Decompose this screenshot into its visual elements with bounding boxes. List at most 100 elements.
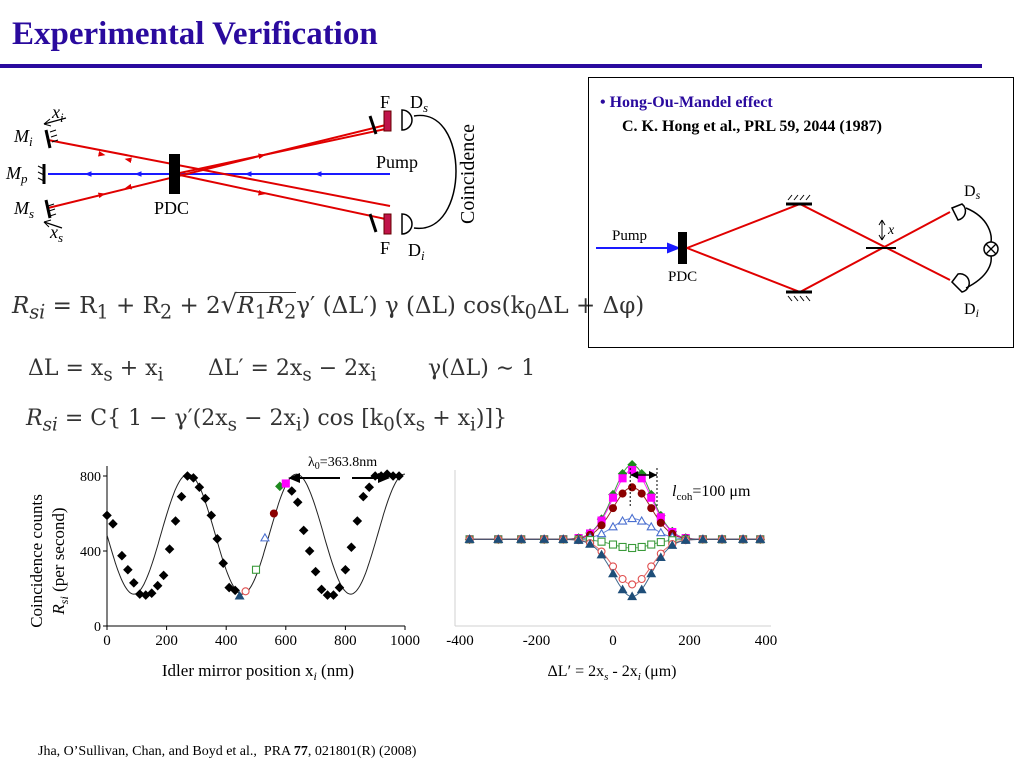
coincidence-wire [413,114,457,229]
data-point [558,534,569,543]
lambda-arrowhead-left [288,473,300,483]
data-point [717,534,727,543]
data-point [636,515,647,525]
slide-title: Experimental Verification [12,16,378,52]
data-point [755,534,766,543]
filter-bottom [383,213,392,235]
data-point [627,513,638,523]
data-point [618,574,627,584]
data-point [234,590,245,600]
data-point [608,521,618,531]
data-point [697,534,708,543]
svg-text:Ms: Ms [13,198,34,221]
data-point [292,497,303,508]
gamma-equation: γ(ΔL) ∼ 1 [428,356,536,381]
data-point [102,510,112,521]
data-point [346,542,357,553]
data-point [617,584,628,594]
x-tick-label: 1000 [390,633,420,649]
data-point [218,558,228,568]
data-point [637,489,646,498]
data-point [637,474,646,483]
data-point [608,493,618,502]
x-tick-label: 200 [678,633,701,649]
slit-top [368,115,378,135]
rsi-approx-equation: Rsi = C{ 1 − γ′(2xs − 2xi) cos [k0(xs + … [26,406,508,436]
pdc-label: PDC [154,198,189,218]
x-tick-label: 0 [103,633,111,649]
data-point [129,578,139,588]
data-point [596,549,607,559]
coherence-annotation: lcoh=100 μm [672,483,751,503]
data-point [108,519,118,529]
data-point [164,544,175,554]
rsi-full-equation: Rsi = R1 + R2 + 2√R1R2γ′ (ΔL′) γ (ΔL) co… [12,290,645,324]
data-point [364,482,375,493]
data-point [176,491,187,502]
data-point [188,473,199,483]
data-point [608,568,618,578]
x-tick-label: 200 [155,633,178,649]
detector-ds [401,109,413,131]
x-tick-label: 600 [275,633,298,649]
data-point [738,534,748,543]
svg-text:x: x [887,223,895,238]
title-underline [0,64,982,68]
data-point [617,515,628,525]
svg-text:F: F [380,238,390,258]
data-point [656,538,665,547]
svg-text:Mp: Mp [5,163,28,186]
mirror-mi [44,129,59,149]
data-point [680,535,691,544]
data-point [667,540,678,549]
hom-reference: C. K. Hong et al., PRL 59, 2044 (1987) [622,118,882,135]
data-point [516,534,527,543]
data-point [170,516,181,526]
data-point [637,574,646,584]
mirror-ms [44,199,57,219]
data-point [656,518,665,527]
data-point [394,471,404,481]
data-point [212,534,223,544]
x-tick-label: -400 [446,633,474,649]
setup-diagram: xi Mi Mp Ms xs PDC Pump F F Ds Di Coinci… [5,92,479,263]
svg-text:Di: Di [408,240,425,263]
mirror-mp [37,164,46,184]
data-point [647,493,656,502]
data-point [493,534,504,543]
data-point [269,509,278,518]
data-point [608,540,618,549]
x-tick-label: 0 [609,633,617,649]
wavelength-annotation: λ0=363.8nm [308,455,377,472]
data-point [251,565,261,574]
y-tick-label: 0 [94,620,101,635]
data-point [316,584,327,595]
data-point [618,474,627,483]
data-point [328,590,339,600]
data-point [628,483,637,492]
hom-title: • Hong-Ou-Mandel effect [600,94,773,111]
data-point [259,532,270,542]
data-point [286,486,297,496]
data-point [298,525,309,536]
x-tick-label: -200 [523,633,551,649]
filter-top [383,110,392,132]
data-point [206,510,217,521]
svg-text:xi: xi [51,102,64,125]
data-point [573,535,584,544]
hom-diagram: Pump PDC x Ds Di [596,183,999,320]
coherence-arrowhead-right [648,471,657,479]
data-point [655,552,666,562]
y-axis-label-line2: Rsi (per second) [49,507,71,615]
data-point [281,479,290,488]
data-point [117,550,127,561]
delta-l-equation: ΔL = xs + xi [28,356,164,386]
chart-coincidence-vs-delta-l: -400 -200 0 200 400 lcoh=100 μm ΔL′ = 2xs - 2x… [446,460,777,683]
data-point [241,587,250,596]
pump-label: Pump [376,152,418,172]
y-tick-label: 800 [80,470,101,485]
data-point [655,527,666,537]
x-axis-label: Idler mirror position xi (nm) [162,661,354,683]
coherence-arrowhead-left [630,471,639,479]
svg-text:Ds: Ds [410,92,428,115]
